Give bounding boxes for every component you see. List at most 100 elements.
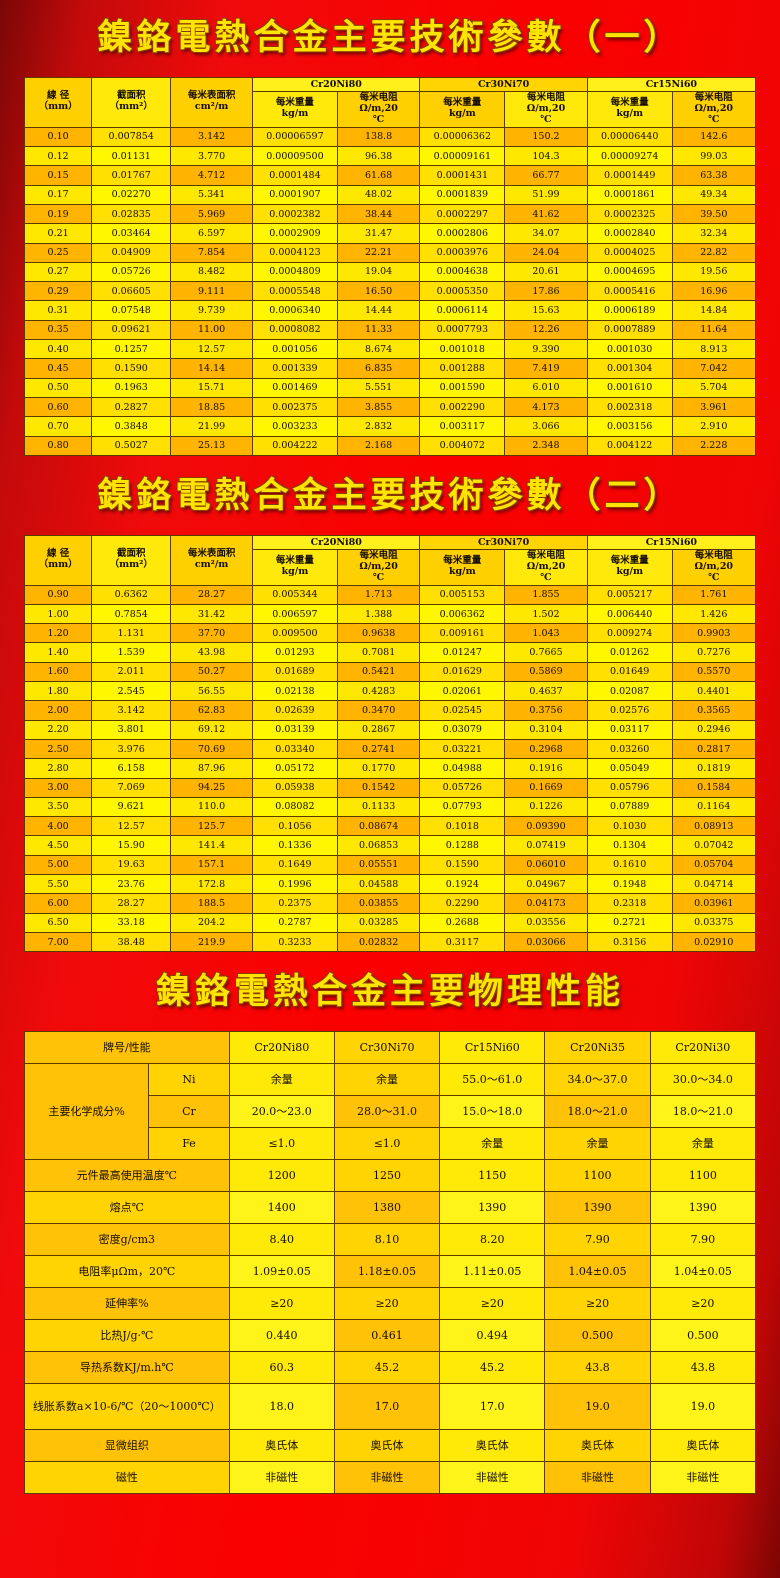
col-header-surface-area: 每米表面积 cm²/m	[170, 77, 254, 128]
table-cell: 1.855	[504, 584, 588, 605]
physical-cell: 非磁性	[544, 1461, 651, 1495]
physical-cell: 55.0～61.0	[439, 1063, 546, 1097]
table-cell: 22.21	[336, 242, 421, 263]
physical-header-alloy-Cr20Ni80: Cr20Ni80	[228, 1031, 335, 1065]
table-cell: 0.01767	[91, 165, 172, 186]
physical-cell: 60.3	[228, 1351, 335, 1385]
physical-row-label: 密度g/cm3	[24, 1223, 230, 1257]
col-header-weight-Cr20Ni80: 每米重量 kg/m	[252, 91, 338, 128]
table-cell: 157.1	[170, 854, 254, 876]
physical-cell: 奥氏体	[333, 1429, 441, 1463]
table-cell: 2.832	[336, 416, 421, 437]
table-row: 0.45 0.1590 14.14 0.001339 6.835 0.001288 7.41…	[23, 358, 757, 379]
table-cell: 0.04988	[419, 758, 506, 779]
table-cell: 0.0001431	[419, 165, 506, 186]
table-cell: 1.426	[671, 603, 757, 625]
physical-chem-element: Ni	[148, 1063, 230, 1097]
physical-cell: 非磁性	[439, 1461, 546, 1495]
physical-prop-row: 显微组织 奥氏体 奥氏体 奥氏体 奥氏体 奥氏体	[24, 1429, 757, 1463]
physical-cell: 余量	[228, 1063, 335, 1097]
table-cell: 39.50	[671, 203, 757, 225]
table-cell: 0.02835	[91, 203, 172, 225]
physical-cell: 1.11±0.05	[439, 1255, 546, 1289]
table-cell: 2.910	[671, 416, 757, 437]
table-cell: 7.042	[671, 358, 757, 379]
table-cell: 0.03340	[252, 738, 338, 760]
table-cell: 0.5421	[336, 661, 421, 683]
table-cell: 0.05704	[671, 854, 757, 876]
table-cell: 0.04714	[671, 874, 757, 895]
table-cell: 0.2946	[671, 719, 757, 740]
table-cell: 0.0001484	[252, 165, 338, 186]
table-cell: 2.80	[23, 758, 93, 779]
table-cell: 21.99	[170, 416, 254, 437]
table-cell: 0.01689	[252, 661, 338, 683]
table-header-group-row: 線 径（mm） 截面积 （mm²） 每米表面积 cm²/m Cr20Ni80 Cr30Ni7…	[23, 77, 757, 128]
physical-cell: 1380	[333, 1191, 441, 1225]
table-cell: 0.19	[23, 203, 93, 225]
table-header-sub-row: 每米重量 kg/m 每米电阻 Ω/m,20 ℃ 每米重量 kg/m 每米电阻 Ω/m,20 ℃ 每米…	[25, 548, 757, 586]
table-cell: 1.539	[91, 642, 172, 663]
col-header-alloy-Cr15Ni60: Cr15Ni60	[586, 77, 757, 92]
table-cell: 0.1996	[252, 874, 338, 895]
table-cell: 0.7665	[504, 642, 588, 663]
table-cell: 0.03464	[91, 223, 172, 244]
table-row: 2.00 3.142 62.83 0.02639 0.3470 0.02545 0.3756…	[23, 700, 757, 721]
physical-header-label: 牌号/性能	[24, 1031, 230, 1065]
table-cell: 0.005153	[419, 584, 506, 605]
table-cell: 38.44	[336, 203, 421, 225]
table-cell: 0.0004695	[586, 261, 673, 283]
col-header-resistance-Cr20Ni80: 每米电阻 Ω/m,20 ℃	[336, 548, 421, 586]
table-cell: 0.1030	[586, 816, 673, 837]
table-cell: 1.502	[504, 603, 588, 625]
table-cell: 22.82	[671, 242, 757, 263]
col-header-wire-diameter: 線 径（mm）	[23, 534, 93, 586]
table-cell: 3.50	[23, 796, 93, 818]
col-header-resistance-Cr15Ni60: 每米电阻 Ω/m,20 ℃	[671, 91, 757, 128]
section-1-table-wrap: 線 径（mm） 截面积 （mm²） 每米表面积 cm²/m Cr20Ni80 Cr30Ni7…	[0, 77, 780, 456]
table-cell: 94.25	[170, 777, 254, 798]
table-cell: 0.5570	[671, 661, 757, 683]
table-cell: 0.00006440	[586, 126, 673, 148]
table-row: 0.25 0.04909 7.854 0.0004123 22.21 0.0003976 2…	[23, 242, 757, 263]
table-cell: 141.4	[170, 835, 254, 856]
physical-cell: 8.20	[439, 1223, 546, 1257]
physical-cell: 1100	[649, 1159, 757, 1193]
table-cell: 0.0006189	[586, 300, 673, 321]
table-cell: 0.1770	[336, 758, 421, 779]
table-cell: 2.00	[23, 700, 93, 721]
table-cell: 31.42	[170, 603, 254, 625]
table-cell: 0.01293	[252, 642, 338, 663]
physical-row-label-chem: 主要化学成分%	[23, 1063, 150, 1161]
table-cell: 0.08913	[671, 816, 757, 837]
physical-prop-row: 元件最高使用温度℃ 1200 1250 1150 1100 1100	[24, 1159, 757, 1193]
table-row: 0.12 0.01131 3.770 0.00009500 96.38 0.0000916…	[23, 146, 757, 167]
table-cell: 0.1924	[419, 874, 506, 895]
table-row: 1.20 1.131 37.70 0.009500 0.9638 0.009161 1.04…	[23, 623, 757, 644]
table-cell: 3.801	[91, 719, 172, 740]
table-cell: 0.001030	[586, 339, 673, 360]
table-cell: 0.35	[23, 319, 93, 341]
table-cell: 0.0008082	[252, 319, 338, 341]
table-row: 0.15 0.01767 4.712 0.0001484 61.68 0.0001431 6…	[23, 165, 757, 186]
table-cell: 20.61	[504, 261, 588, 283]
table-cell: 0.2375	[252, 893, 338, 914]
table-cell: 12.57	[170, 339, 254, 360]
table-row: 0.10 0.007854 3.142 0.00006597 138.8 0.000063…	[23, 126, 757, 148]
table-cell: 0.0004638	[419, 261, 506, 283]
physical-header-row: 牌号/性能 Cr20Ni80 Cr30Ni70 Cr15Ni60 Cr20Ni35 Cr2…	[24, 1031, 757, 1065]
table-cell: 7.00	[23, 931, 93, 953]
table-cell: 0.15	[23, 165, 93, 186]
table-cell: 18.85	[170, 396, 254, 418]
physical-cell: 奥氏体	[544, 1429, 651, 1463]
table-cell: 2.545	[91, 681, 172, 702]
table-cell: 6.50	[23, 912, 93, 933]
physical-chem-element: Cr	[148, 1095, 230, 1129]
table-cell: 0.03066	[504, 931, 588, 953]
physical-row-label: 显微组织	[24, 1429, 230, 1463]
table-cell: 19.04	[336, 261, 421, 283]
table-cell: 219.9	[170, 931, 254, 953]
table-cell: 0.17	[23, 184, 93, 205]
table-cell: 0.03285	[336, 912, 421, 933]
physical-cell: ≥20	[333, 1287, 441, 1321]
